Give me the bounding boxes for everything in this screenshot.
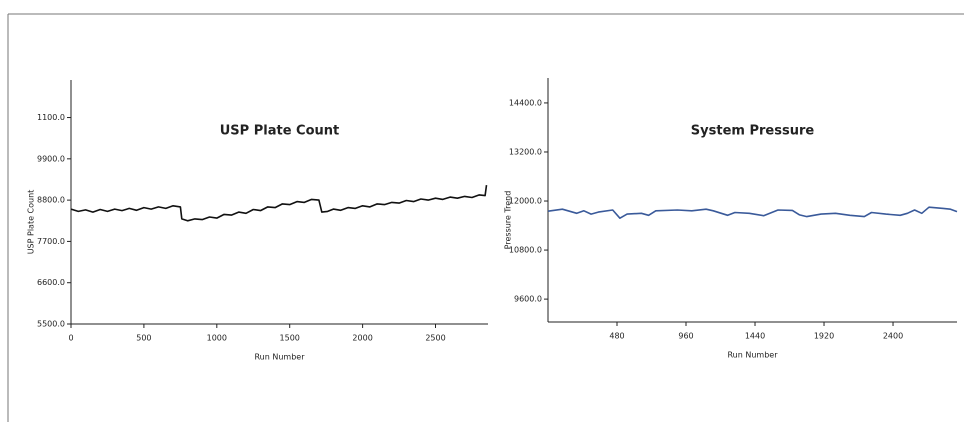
y-tick-label: 6600.0 — [37, 278, 65, 287]
x-tick-label: 2000 — [352, 334, 372, 343]
x-tick-label: 2400 — [883, 332, 903, 341]
x-tick-label: 480 — [609, 332, 624, 341]
x-tick-label: 1920 — [814, 332, 834, 341]
y-tick-label: 14400.0 — [509, 98, 542, 107]
y-axis-label: Pressure Trend — [504, 191, 513, 250]
y-tick-label: 8800.0 — [37, 196, 65, 205]
x-tick-label: 1440 — [745, 332, 765, 341]
x-tick-label: 500 — [136, 334, 151, 343]
chart-title: System Pressure — [691, 124, 815, 139]
y-tick-label: 7700.0 — [37, 237, 65, 246]
x-tick-label: 1000 — [207, 334, 227, 343]
y-tick-label: 12000.0 — [509, 197, 542, 206]
x-tick-label: 2500 — [425, 334, 445, 343]
data-line — [70, 184, 488, 222]
x-axis-label: Run Number — [727, 351, 778, 360]
x-tick-label: 0 — [68, 334, 73, 343]
data-line — [547, 206, 958, 219]
chart-title: USP Plate Count — [220, 124, 339, 139]
x-axis-label: Run Number — [254, 353, 305, 362]
x-tick-label: 960 — [678, 332, 693, 341]
y-axis-label: USP Plate Count — [27, 190, 36, 255]
y-tick-label: 9900.0 — [37, 154, 65, 163]
y-tick-label: 1100.0 — [37, 113, 65, 122]
y-tick-label: 5500.0 — [37, 320, 65, 329]
y-tick-label: 9600.0 — [514, 295, 542, 304]
y-tick-label: 13200.0 — [509, 147, 542, 156]
y-tick-label: 10800.0 — [509, 246, 542, 255]
x-tick-label: 1500 — [280, 334, 300, 343]
